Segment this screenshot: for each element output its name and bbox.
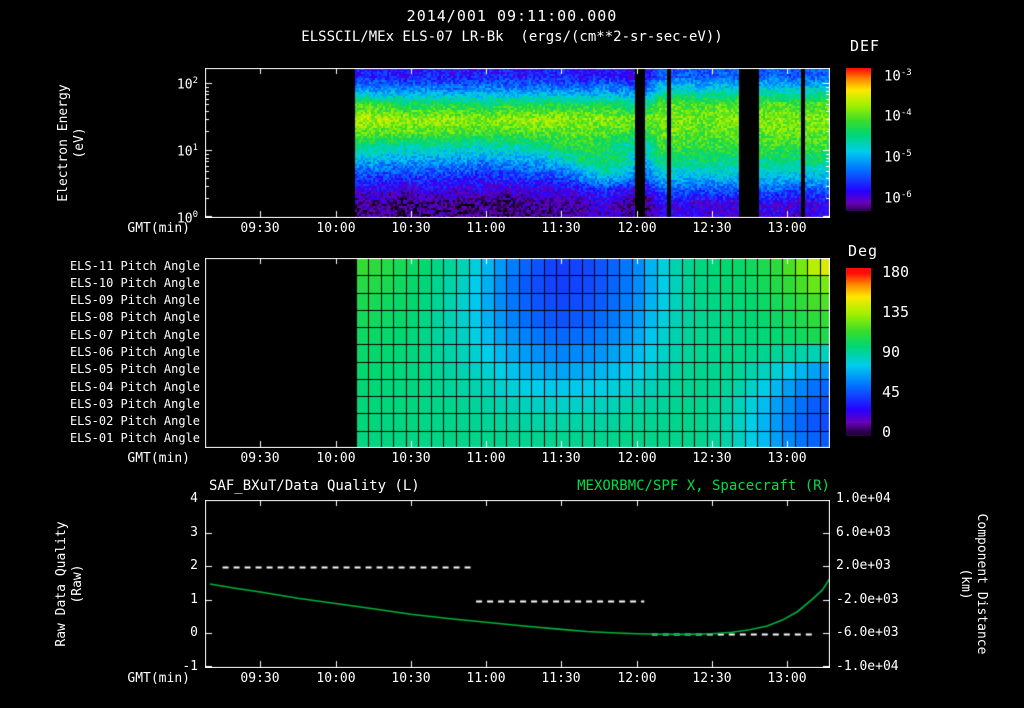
energy-tick-label: 102	[176, 76, 198, 93]
distance-tick-label: 6.0e+03	[836, 525, 891, 540]
deg-colorbar-tick-label: 45	[882, 383, 901, 401]
pitch-row-label: ELS-09 Pitch Angle	[69, 293, 200, 307]
pitch-row-label: ELS-10 Pitch Angle	[69, 276, 200, 290]
deg-colorbar	[846, 268, 871, 436]
quality-tick-label: -1	[182, 659, 198, 674]
pitch-row-label: ELS-05 Pitch Angle	[69, 362, 200, 376]
deg-colorbar-tick-label: 180	[882, 263, 910, 281]
distance-tick-label: -1.0e+04	[836, 659, 899, 674]
pitch-row-label: ELS-11 Pitch Angle	[69, 259, 200, 273]
quality-tick-label: 4	[190, 491, 198, 506]
energy-tick-label: 101	[176, 143, 198, 160]
pitch-angle-heatmap-canvas	[205, 258, 830, 448]
x-tick-label: 10:00	[316, 671, 356, 686]
gmt-axis-label-pitch: GMT(min)	[127, 451, 190, 466]
x-tick-label: 11:00	[466, 671, 506, 686]
x-tick-label: 11:30	[541, 221, 581, 236]
def-colorbar-tick-label: 10-3	[884, 68, 912, 85]
deg-colorbar-tick-label: 0	[882, 423, 892, 441]
timestamp-title: 2014/001 09:11:00.000	[406, 7, 618, 25]
distance-tick-label: 1.0e+04	[836, 491, 891, 506]
raw-data-quality-axis-unit: (Raw)	[70, 564, 85, 604]
x-tick-label: 12:30	[692, 671, 732, 686]
pitch-row-label: ELS-01 Pitch Angle	[69, 431, 200, 445]
x-tick-label: 13:00	[767, 451, 807, 466]
def-colorbar-tick-label: 10-6	[884, 190, 912, 207]
quality-tick-label: 2	[190, 558, 198, 573]
quality-tick-label: 1	[190, 592, 198, 607]
x-tick-label: 11:00	[466, 451, 506, 466]
gmt-axis-label-spectrogram: GMT(min)	[127, 221, 190, 236]
x-tick-label: 13:00	[767, 221, 807, 236]
deg-colorbar-tick-label: 135	[882, 303, 910, 321]
quality-tick-label: 0	[190, 625, 198, 640]
distance-tick-label: 2.0e+03	[836, 558, 891, 573]
x-tick-label: 09:30	[240, 221, 280, 236]
x-tick-label: 12:00	[617, 671, 657, 686]
instrument-subtitle: ELSSCIL/MEx ELS-07 LR-Bk (ergs/(cm**2-sr…	[301, 29, 723, 45]
raw-data-quality-axis-label: Raw Data Quality (Raw)	[54, 474, 86, 694]
x-tick-label: 10:00	[316, 221, 356, 236]
pitch-row-label: ELS-02 Pitch Angle	[69, 414, 200, 428]
x-tick-label: 10:00	[316, 451, 356, 466]
deg-colorbar-title: Deg	[848, 242, 879, 260]
x-tick-label: 09:30	[240, 451, 280, 466]
electron-energy-axis-label: Electron Energy (eV)	[56, 33, 88, 253]
pitch-row-label: ELS-08 Pitch Angle	[69, 310, 200, 324]
x-tick-label: 12:00	[617, 451, 657, 466]
distance-tick-label: -6.0e+03	[836, 625, 899, 640]
timeseries-left-title: SAF_BXuT/Data Quality (L)	[209, 478, 420, 494]
x-tick-label: 10:30	[391, 221, 431, 236]
pitch-row-label: ELS-07 Pitch Angle	[69, 328, 200, 342]
x-tick-label: 10:30	[391, 451, 431, 466]
deg-colorbar-tick-label: 90	[882, 343, 901, 361]
gmt-axis-label-timeseries: GMT(min)	[127, 671, 190, 686]
x-tick-label: 13:00	[767, 671, 807, 686]
pitch-row-label: ELS-04 Pitch Angle	[69, 380, 200, 394]
x-tick-label: 09:30	[240, 671, 280, 686]
x-tick-label: 11:30	[541, 451, 581, 466]
x-tick-label: 12:00	[617, 221, 657, 236]
x-tick-label: 11:30	[541, 671, 581, 686]
pitch-row-label: ELS-03 Pitch Angle	[69, 397, 200, 411]
def-colorbar-tick-label: 10-5	[884, 149, 912, 166]
timeseries-right-title: MEXORBMC/SPF X, Spacecraft (R)	[577, 478, 830, 494]
component-distance-axis-label-text: Component Distance	[974, 513, 989, 655]
quality-tick-label: 3	[190, 525, 198, 540]
x-tick-label: 11:00	[466, 221, 506, 236]
def-colorbar	[846, 68, 871, 211]
pitch-row-label: ELS-06 Pitch Angle	[69, 345, 200, 359]
x-tick-label: 10:30	[391, 671, 431, 686]
electron-energy-axis-label-text: Electron Energy	[56, 84, 71, 202]
electron-energy-axis-unit: (eV)	[72, 127, 87, 159]
energy-tick-label: 100	[176, 210, 198, 227]
quality-distance-plot-canvas	[205, 500, 830, 668]
def-colorbar-title: DEF	[850, 37, 881, 55]
component-distance-axis-unit: (km)	[958, 568, 973, 600]
def-colorbar-tick-label: 10-4	[884, 108, 912, 125]
raw-data-quality-axis-label-text: Raw Data Quality	[54, 521, 69, 647]
distance-tick-label: -2.0e+03	[836, 592, 899, 607]
component-distance-axis-label: Component Distance (km)	[957, 474, 989, 694]
x-tick-label: 12:30	[692, 451, 732, 466]
electron-energy-spectrogram-canvas	[205, 68, 830, 218]
x-tick-label: 12:30	[692, 221, 732, 236]
